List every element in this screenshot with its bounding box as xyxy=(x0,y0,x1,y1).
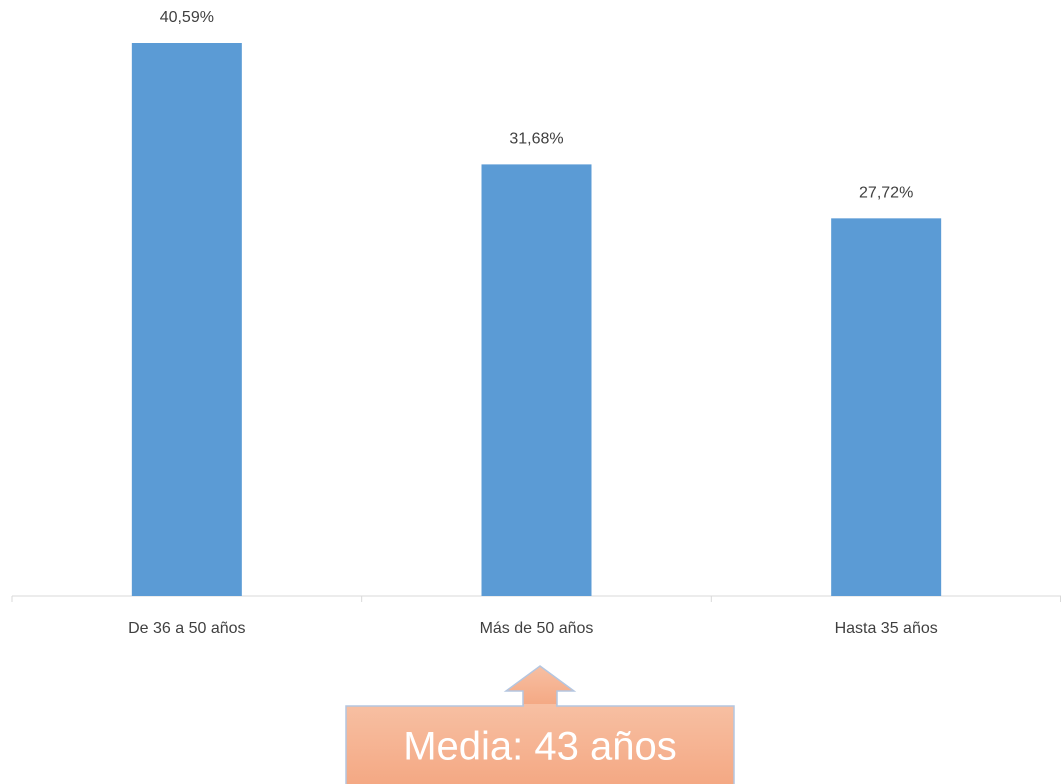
plot-area: De 36 a 50 años 40,59% Más de 50 años 31,68… xyxy=(11,9,1061,637)
data-label: 27,72% xyxy=(859,185,913,202)
bar xyxy=(131,43,242,596)
bar xyxy=(481,164,592,596)
x-tick-label: Más de 50 años xyxy=(480,620,594,637)
annotation: Media: 43 años xyxy=(403,725,677,769)
callout-join xyxy=(524,704,556,708)
data-label: 31,68% xyxy=(509,131,563,148)
data-label: 40,59% xyxy=(160,9,214,26)
x-tick-label: Hasta 35 años xyxy=(835,620,938,637)
x-tick-label: De 36 a 50 años xyxy=(128,620,245,637)
callout-box xyxy=(345,705,735,784)
bar xyxy=(831,218,942,596)
callout-arrow xyxy=(503,665,577,707)
